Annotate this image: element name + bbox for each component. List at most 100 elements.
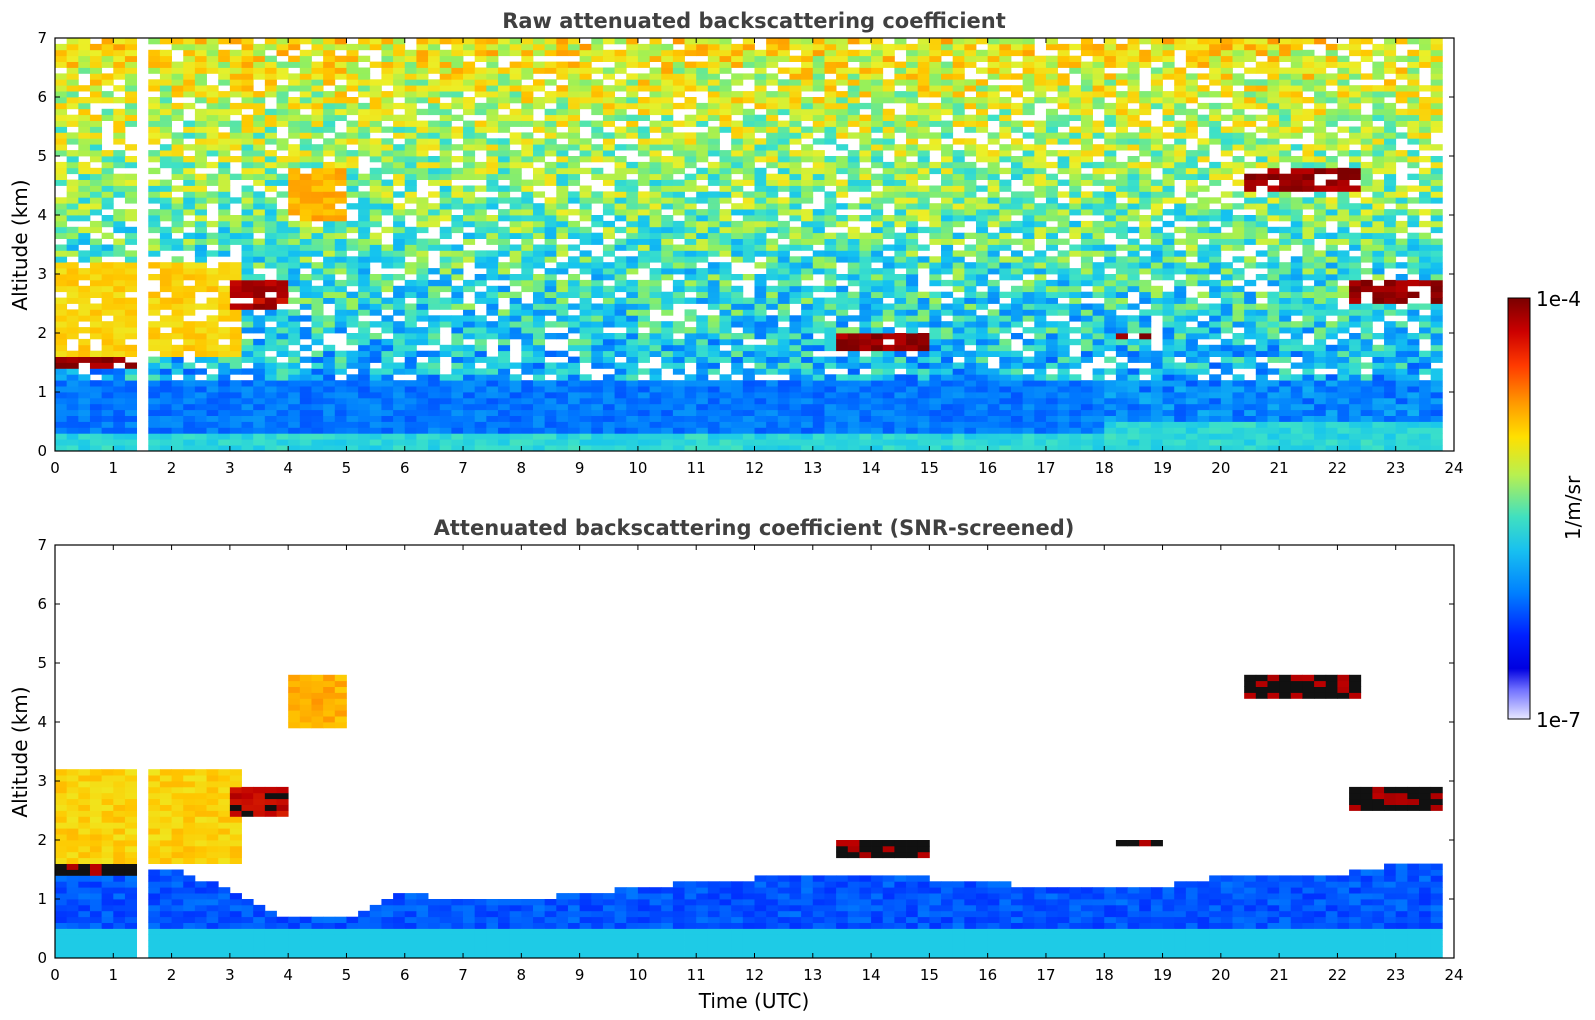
heatmap-cell xyxy=(55,262,68,269)
heatmap-cell xyxy=(836,250,849,257)
heatmap-cell xyxy=(1022,179,1035,186)
heatmap-cell xyxy=(754,433,767,440)
heatmap-cell xyxy=(661,114,674,121)
heatmap-cell xyxy=(766,344,779,352)
heatmap-cell xyxy=(206,150,219,157)
heatmap-cell xyxy=(498,439,511,446)
heatmap-cell xyxy=(311,303,324,310)
heatmap-cell xyxy=(684,386,697,393)
heatmap-cell xyxy=(987,350,1000,357)
heatmap-cell xyxy=(544,238,557,245)
heatmap-cell xyxy=(871,85,884,92)
heatmap-cell xyxy=(474,333,487,340)
heatmap-cell xyxy=(194,285,207,293)
heatmap-cell xyxy=(55,285,68,293)
heatmap-cell xyxy=(101,191,114,198)
heatmap-cell xyxy=(649,433,662,440)
heatmap-cell xyxy=(311,38,324,45)
heatmap-cell xyxy=(789,126,802,133)
heatmap-cell xyxy=(381,338,394,346)
heatmap-cell xyxy=(171,409,184,416)
heatmap-cell xyxy=(637,333,650,340)
heatmap-cell xyxy=(358,126,371,133)
heatmap-cell xyxy=(78,303,91,310)
heatmap-cell xyxy=(964,61,977,68)
heatmap-cell xyxy=(218,61,231,68)
heatmap-cell xyxy=(89,73,103,80)
heatmap-cell xyxy=(1022,55,1035,62)
heatmap-cell xyxy=(404,427,417,434)
heatmap-cell xyxy=(194,43,207,51)
heatmap-cell xyxy=(544,279,557,287)
heatmap-cell xyxy=(428,203,441,210)
heatmap-cell xyxy=(451,274,464,281)
heatmap-cell xyxy=(439,380,452,387)
heatmap-cell xyxy=(859,327,872,334)
heatmap-cell xyxy=(999,49,1012,57)
heatmap-cell xyxy=(556,197,569,204)
heatmap-cell xyxy=(369,250,382,257)
heatmap-cell xyxy=(1034,321,1047,328)
heatmap-cell xyxy=(253,244,266,251)
heatmap-cell xyxy=(451,126,464,133)
heatmap-cell xyxy=(649,197,662,204)
heatmap-cell xyxy=(369,114,382,121)
heatmap-cell xyxy=(498,274,511,281)
heatmap-cell xyxy=(766,368,779,375)
heatmap-cell xyxy=(637,397,650,405)
heatmap-cell xyxy=(801,362,814,369)
heatmap-cell xyxy=(148,421,161,428)
heatmap-cell xyxy=(521,415,534,422)
heatmap-cell xyxy=(801,197,814,204)
heatmap-cell xyxy=(1022,415,1035,422)
heatmap-cell xyxy=(474,167,487,175)
heatmap-cell xyxy=(311,197,324,204)
heatmap-cell xyxy=(894,97,907,104)
heatmap-cell xyxy=(696,315,709,322)
heatmap-cell xyxy=(649,256,662,263)
heatmap-cell xyxy=(836,356,849,363)
heatmap-cell xyxy=(486,73,499,80)
heatmap-cell xyxy=(626,161,639,169)
heatmap-cell xyxy=(159,67,172,74)
heatmap-cell xyxy=(719,397,732,405)
heatmap-cell xyxy=(801,321,814,328)
heatmap-cell xyxy=(871,79,884,86)
heatmap-cell xyxy=(719,433,732,440)
heatmap-cell xyxy=(556,91,569,98)
heatmap-cell xyxy=(194,421,207,428)
heatmap-cell xyxy=(684,250,697,257)
heatmap-cell xyxy=(789,392,802,399)
heatmap-cell xyxy=(544,433,557,440)
heatmap-cell xyxy=(859,445,872,451)
heatmap-cell xyxy=(987,167,1000,175)
heatmap-cell xyxy=(323,185,336,192)
heatmap-cell xyxy=(684,203,697,210)
heatmap-cell xyxy=(649,67,662,74)
heatmap-cell xyxy=(1022,397,1035,405)
heatmap-cell xyxy=(416,386,429,393)
heatmap-cell xyxy=(894,350,907,357)
heatmap-cell xyxy=(882,274,895,281)
heatmap-cell xyxy=(987,344,1000,352)
heatmap-cell xyxy=(719,126,732,133)
heatmap-cell xyxy=(812,67,825,74)
heatmap-cell xyxy=(602,226,615,234)
heatmap-cell xyxy=(334,238,347,245)
heatmap-cell xyxy=(334,303,347,310)
heatmap-cell xyxy=(404,85,417,92)
heatmap-cell xyxy=(474,203,487,210)
heatmap-cell xyxy=(66,445,79,451)
heatmap-cell xyxy=(766,55,779,62)
heatmap-cell xyxy=(789,108,802,116)
heatmap-cell xyxy=(614,397,627,405)
heatmap-cell xyxy=(55,173,68,180)
heatmap-cell xyxy=(159,315,172,322)
heatmap-cell xyxy=(323,415,336,422)
heatmap-cell xyxy=(299,415,312,422)
heatmap-cell xyxy=(101,415,114,422)
heatmap-cell xyxy=(1010,303,1024,310)
heatmap-cell xyxy=(101,220,114,228)
heatmap-cell xyxy=(486,173,499,180)
heatmap-cell xyxy=(1034,392,1047,399)
